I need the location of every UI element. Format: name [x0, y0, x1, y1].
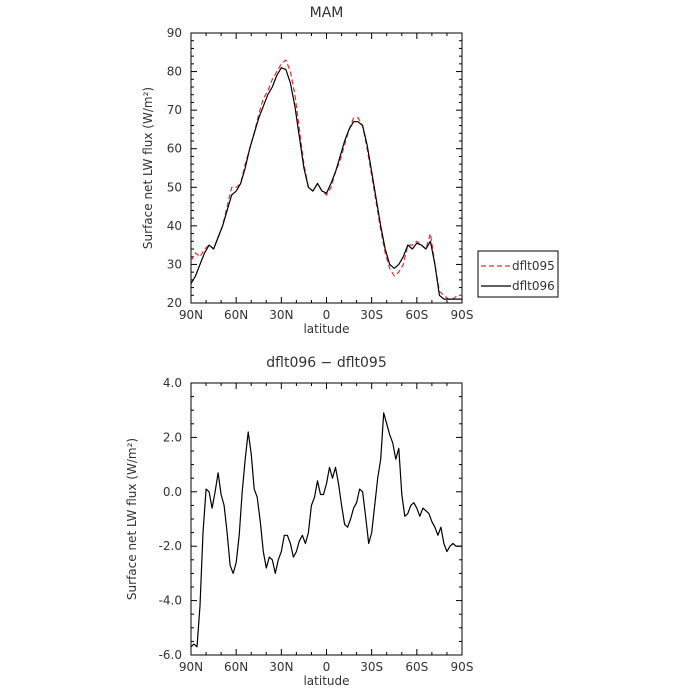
x-tick-label: 0 [323, 660, 331, 674]
x-tick-label: 60N [224, 660, 248, 674]
legend-box [477, 250, 559, 298]
chart-title: MAM [310, 5, 344, 21]
legend-label-dflt095: dflt095 [512, 259, 555, 273]
legend-label-dflt096: dflt096 [512, 279, 555, 293]
y-tick-label: 40 [167, 219, 182, 233]
x-tick-label: 0 [323, 308, 331, 322]
x-axis-title: latitude [303, 322, 349, 336]
x-tick-label: 30S [360, 660, 383, 674]
chart-title: dflt096 − dflt095 [266, 355, 386, 371]
x-tick-label: 30N [269, 308, 293, 322]
y-axis-title: Surface net LW flux (W/m²) [125, 438, 139, 600]
tick-marks [190, 382, 463, 656]
x-tick-label: 60S [405, 308, 428, 322]
x-tick-label: 60S [405, 660, 428, 674]
x-tick-label: 60N [224, 308, 248, 322]
y-tick-label: 70 [167, 103, 182, 117]
x-axis-title: latitude [303, 674, 349, 688]
plot-frame [190, 32, 463, 304]
y-tick-label: 80 [167, 65, 182, 79]
y-tick-label: 60 [167, 142, 182, 156]
x-tick-label: 90N [179, 308, 203, 322]
chart-bottom: 90N 60N 30N 0 30S 60S 90S -6.0 -4.0 -2.0 0.0 2.0 4.0… [125, 355, 473, 688]
legend: dflt095 dflt096 [477, 250, 559, 298]
x-tick-label: 90S [451, 660, 474, 674]
x-tick-label: 30N [269, 660, 293, 674]
x-tick-label: 90S [451, 308, 474, 322]
y-tick-label: -4.0 [159, 594, 182, 608]
series-line-dflt096 [190, 67, 462, 300]
y-tick-label: 30 [167, 257, 182, 271]
y-tick-label: 0.0 [163, 485, 182, 499]
series-line-dflt095 [190, 59, 462, 300]
x-tick-label: 90N [179, 660, 203, 674]
y-tick-label: 4.0 [163, 376, 182, 390]
tick-marks [190, 32, 463, 304]
x-tick-label: 30S [360, 308, 383, 322]
y-tick-label: 90 [167, 26, 182, 40]
chart-top: 90N 60N 30N 0 30S 60S 90S 20 30 40 50 60 70 80 90 MAM la… [141, 5, 473, 336]
y-axis-title: Surface net LW flux (W/m²) [141, 87, 155, 249]
y-tick-label: 20 [167, 296, 182, 310]
plot-frame [190, 382, 463, 656]
y-tick-label: -6.0 [159, 648, 182, 662]
y-tick-label: -2.0 [159, 539, 182, 553]
series-line-series-0 [190, 412, 462, 648]
y-tick-label: 50 [167, 180, 182, 194]
y-tick-label: 2.0 [163, 430, 182, 444]
